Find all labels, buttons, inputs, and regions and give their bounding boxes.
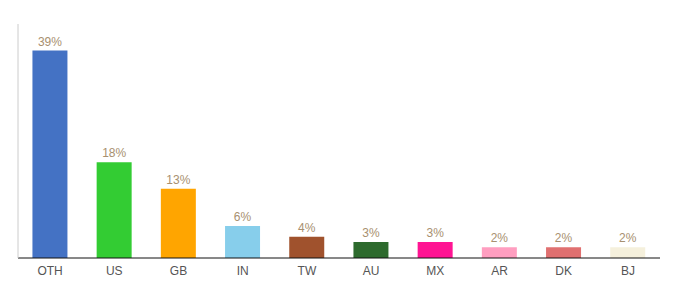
svg-text:4%: 4% bbox=[298, 221, 316, 235]
svg-text:18%: 18% bbox=[102, 146, 126, 160]
svg-text:6%: 6% bbox=[234, 210, 252, 224]
svg-text:39%: 39% bbox=[38, 35, 62, 49]
svg-text:2%: 2% bbox=[555, 231, 573, 245]
svg-text:MX: MX bbox=[426, 264, 444, 278]
svg-text:IN: IN bbox=[237, 264, 249, 278]
svg-text:AR: AR bbox=[491, 264, 508, 278]
svg-text:DK: DK bbox=[555, 264, 572, 278]
svg-text:13%: 13% bbox=[166, 173, 190, 187]
svg-text:2%: 2% bbox=[619, 231, 637, 245]
svg-text:AU: AU bbox=[363, 264, 380, 278]
svg-text:3%: 3% bbox=[362, 226, 380, 240]
svg-text:GB: GB bbox=[170, 264, 187, 278]
svg-text:BJ: BJ bbox=[621, 264, 635, 278]
svg-text:TW: TW bbox=[298, 264, 317, 278]
svg-text:3%: 3% bbox=[426, 226, 444, 240]
svg-text:OTH: OTH bbox=[37, 264, 62, 278]
svg-text:US: US bbox=[106, 264, 123, 278]
svg-text:2%: 2% bbox=[491, 231, 509, 245]
